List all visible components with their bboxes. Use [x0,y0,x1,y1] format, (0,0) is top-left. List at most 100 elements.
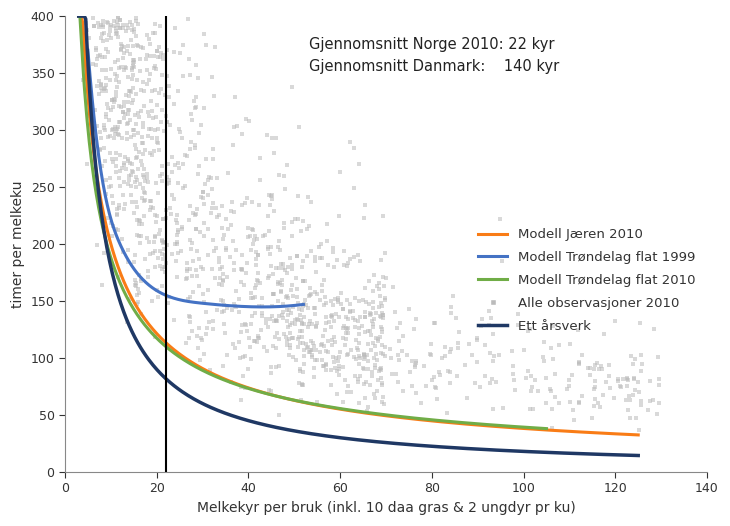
Point [327,301,339,309]
Point [366,331,377,339]
Point [138,212,150,220]
Point [539,357,550,366]
Point [193,170,204,178]
Point [112,273,124,281]
Point [528,405,539,413]
Point [247,236,259,244]
Point [306,351,318,359]
Point [280,266,291,274]
Point [152,211,164,220]
Point [401,351,412,359]
Point [100,176,112,185]
Point [369,360,381,369]
Point [442,367,453,376]
Point [189,104,201,113]
Point [248,337,260,346]
Point [393,356,404,364]
Point [101,80,112,89]
Point [296,277,308,286]
Point [249,337,261,345]
Point [177,72,188,80]
Point [647,396,658,404]
Point [410,357,421,365]
Point [101,48,113,56]
Point [157,169,169,178]
Point [115,167,126,176]
Point [265,243,277,251]
Point [105,21,117,29]
Point [161,179,173,188]
Point [633,426,645,434]
Point [298,320,310,328]
Point [214,265,226,273]
Point [107,199,118,207]
Point [184,265,196,274]
Point [296,327,308,336]
Point [110,76,122,84]
Point [111,29,123,38]
Point [244,342,256,351]
Point [377,212,388,220]
Point [155,250,167,258]
Point [485,375,497,383]
Point [328,244,339,252]
Point [431,394,443,403]
Point [156,71,168,79]
Point [150,178,162,187]
Point [353,317,364,326]
Point [267,270,279,279]
Point [362,340,374,348]
Point [333,211,345,220]
Point [221,304,233,312]
Point [311,345,323,353]
Point [223,225,234,233]
Legend: Modell Jæren 2010, Modell Trøndelag flat 1999, Modell Trøndelag flat 2010, Alle : Modell Jæren 2010, Modell Trøndelag flat… [473,223,700,338]
Point [375,348,387,357]
Point [271,316,283,325]
Point [129,110,141,119]
Point [101,87,112,95]
Point [198,350,210,359]
Point [348,253,360,261]
Point [369,363,381,372]
Point [148,147,160,156]
Point [377,349,388,358]
Point [130,17,142,25]
Point [576,351,588,359]
Point [291,285,302,293]
Point [172,227,184,236]
Point [493,351,505,359]
Point [145,96,157,105]
Point [100,45,112,53]
Point [589,395,601,403]
Point [335,289,347,297]
Point [142,76,154,84]
Point [272,329,283,337]
Point [393,351,404,359]
Point [314,296,326,305]
Point [228,299,239,308]
Point [367,298,379,306]
Point [251,235,263,243]
Point [293,215,304,223]
Point [156,176,168,185]
Point [229,344,241,352]
Point [366,319,378,328]
Point [185,202,196,210]
Point [276,281,288,289]
Point [128,130,140,139]
Point [270,344,282,352]
Point [380,342,391,351]
Point [589,377,601,385]
Point [375,298,387,307]
Point [170,257,182,265]
Point [99,84,110,92]
Point [350,372,361,380]
Point [362,365,374,373]
Point [484,349,496,357]
Point [236,130,247,138]
Point [272,243,284,251]
Point [119,200,131,209]
Point [564,339,576,348]
Point [276,276,288,284]
